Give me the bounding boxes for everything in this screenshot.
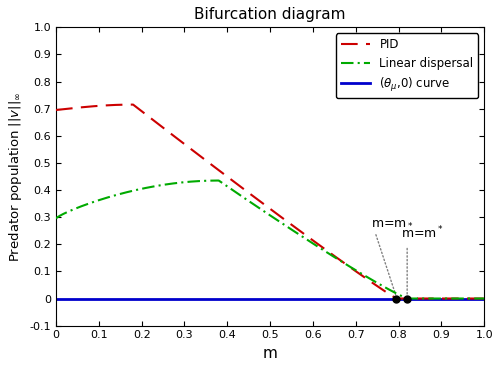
Title: Bifurcation diagram: Bifurcation diagram: [194, 7, 346, 22]
Y-axis label: Predator population $||v||_\infty$: Predator population $||v||_\infty$: [7, 91, 24, 262]
Text: m=m$^*$: m=m$^*$: [400, 225, 444, 241]
X-axis label: m: m: [262, 346, 278, 361]
Text: m=m$_*$: m=m$_*$: [371, 215, 414, 228]
Legend: PID, Linear dispersal, ($\theta_\mu$,0) curve: PID, Linear dispersal, ($\theta_\mu$,0) …: [336, 33, 478, 98]
